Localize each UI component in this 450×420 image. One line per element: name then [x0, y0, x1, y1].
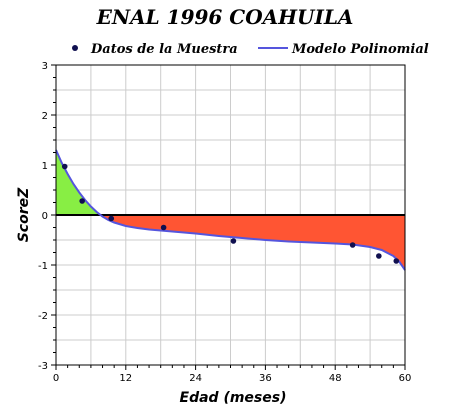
- x-tick-label: 48: [329, 373, 342, 384]
- legend-label-datos: Datos de la Muestra: [90, 42, 238, 57]
- x-tick-label: 12: [119, 373, 132, 384]
- x-axis-label: Edad (meses): [180, 390, 287, 406]
- data-point: [230, 238, 237, 244]
- data-point: [79, 198, 85, 204]
- y-tick-label: 0: [42, 211, 48, 222]
- y-tick-label: -3: [38, 361, 48, 372]
- data-point: [393, 258, 400, 264]
- y-tick-label: 2: [42, 111, 48, 122]
- y-tick-label: 1: [42, 161, 48, 172]
- x-tick-label: 60: [399, 373, 412, 384]
- legend: Datos de la Muestra Modelo Polinomial: [72, 42, 429, 57]
- area-above-zero: [56, 150, 101, 215]
- y-axis-label: ScoreZ: [16, 187, 32, 242]
- chart-title: ENAL 1996 COAHUILA: [96, 5, 354, 29]
- data-point: [349, 242, 356, 248]
- data-point: [160, 224, 167, 231]
- legend-marker-datos: [72, 45, 78, 51]
- data-point: [376, 253, 382, 259]
- data-point: [108, 215, 115, 222]
- y-tick-label: 3: [42, 61, 48, 72]
- x-tick-label: 24: [189, 373, 202, 384]
- series-line-modelo: [55, 149, 406, 271]
- data-point: [61, 163, 68, 170]
- plot-area: 0 12 24 36 48 60 3 2 1 0 -1 -2 -3: [38, 61, 411, 384]
- area-below-zero: [100, 215, 405, 270]
- x-tick-label: 0: [53, 373, 59, 384]
- y-tick-label: -2: [38, 311, 48, 322]
- legend-label-modelo: Modelo Polinomial: [291, 42, 429, 57]
- x-tick-label: 36: [259, 373, 272, 384]
- y-tick-label: -1: [38, 261, 48, 272]
